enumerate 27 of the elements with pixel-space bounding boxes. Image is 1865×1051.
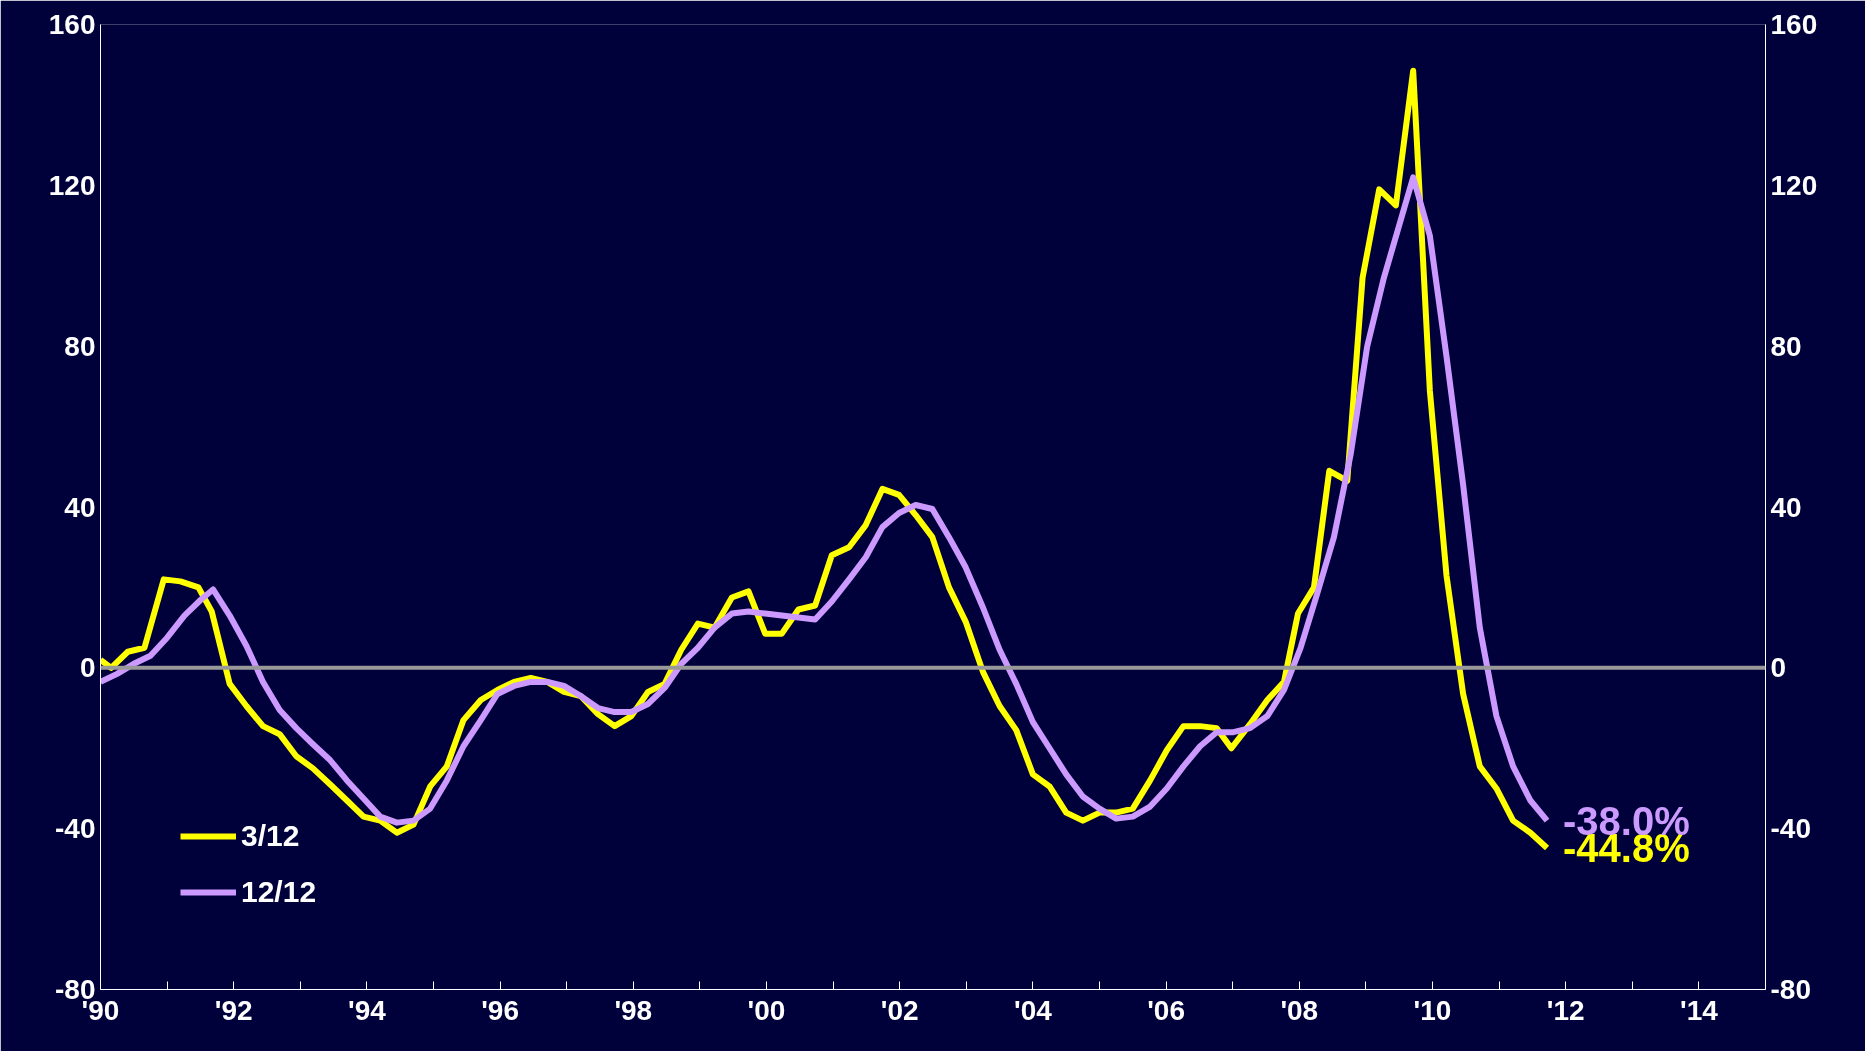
x-tick-label: '14 [1680,994,1719,1026]
y2-tick-label: -40 [1770,813,1811,845]
x-tick-label: '02 [880,994,919,1026]
x-tick-label: '10 [1413,994,1452,1026]
y-tick-label: -40 [55,813,96,845]
legend-label: 12/12 [241,875,317,909]
y2-tick-label: -80 [1770,974,1811,1005]
x-tick-label: '08 [1280,994,1319,1026]
y2-tick-label: 80 [1770,330,1802,362]
x-tick-label: '96 [481,994,520,1026]
y-tick-label: 160 [48,9,96,40]
x-tick-label: '06 [1147,994,1186,1026]
y-tick-label: 80 [64,330,96,362]
x-tick-label: '94 [348,994,387,1026]
legend-label: 3/12 [241,819,300,853]
y2-tick-label: 40 [1770,491,1802,523]
y2-tick-label: 160 [1770,9,1818,40]
x-tick-label: '00 [747,994,786,1026]
x-tick-label: '98 [614,994,653,1026]
y-tick-label: 0 [79,652,96,684]
y2-tick-label: 0 [1770,652,1787,684]
y2-tick-label: 120 [1770,169,1818,201]
y-tick-label: 40 [64,491,96,523]
x-tick-label: '92 [214,994,253,1026]
x-tick-label: '04 [1014,994,1053,1026]
x-tick-label: '12 [1546,994,1585,1026]
y-tick-label: 120 [48,169,96,201]
